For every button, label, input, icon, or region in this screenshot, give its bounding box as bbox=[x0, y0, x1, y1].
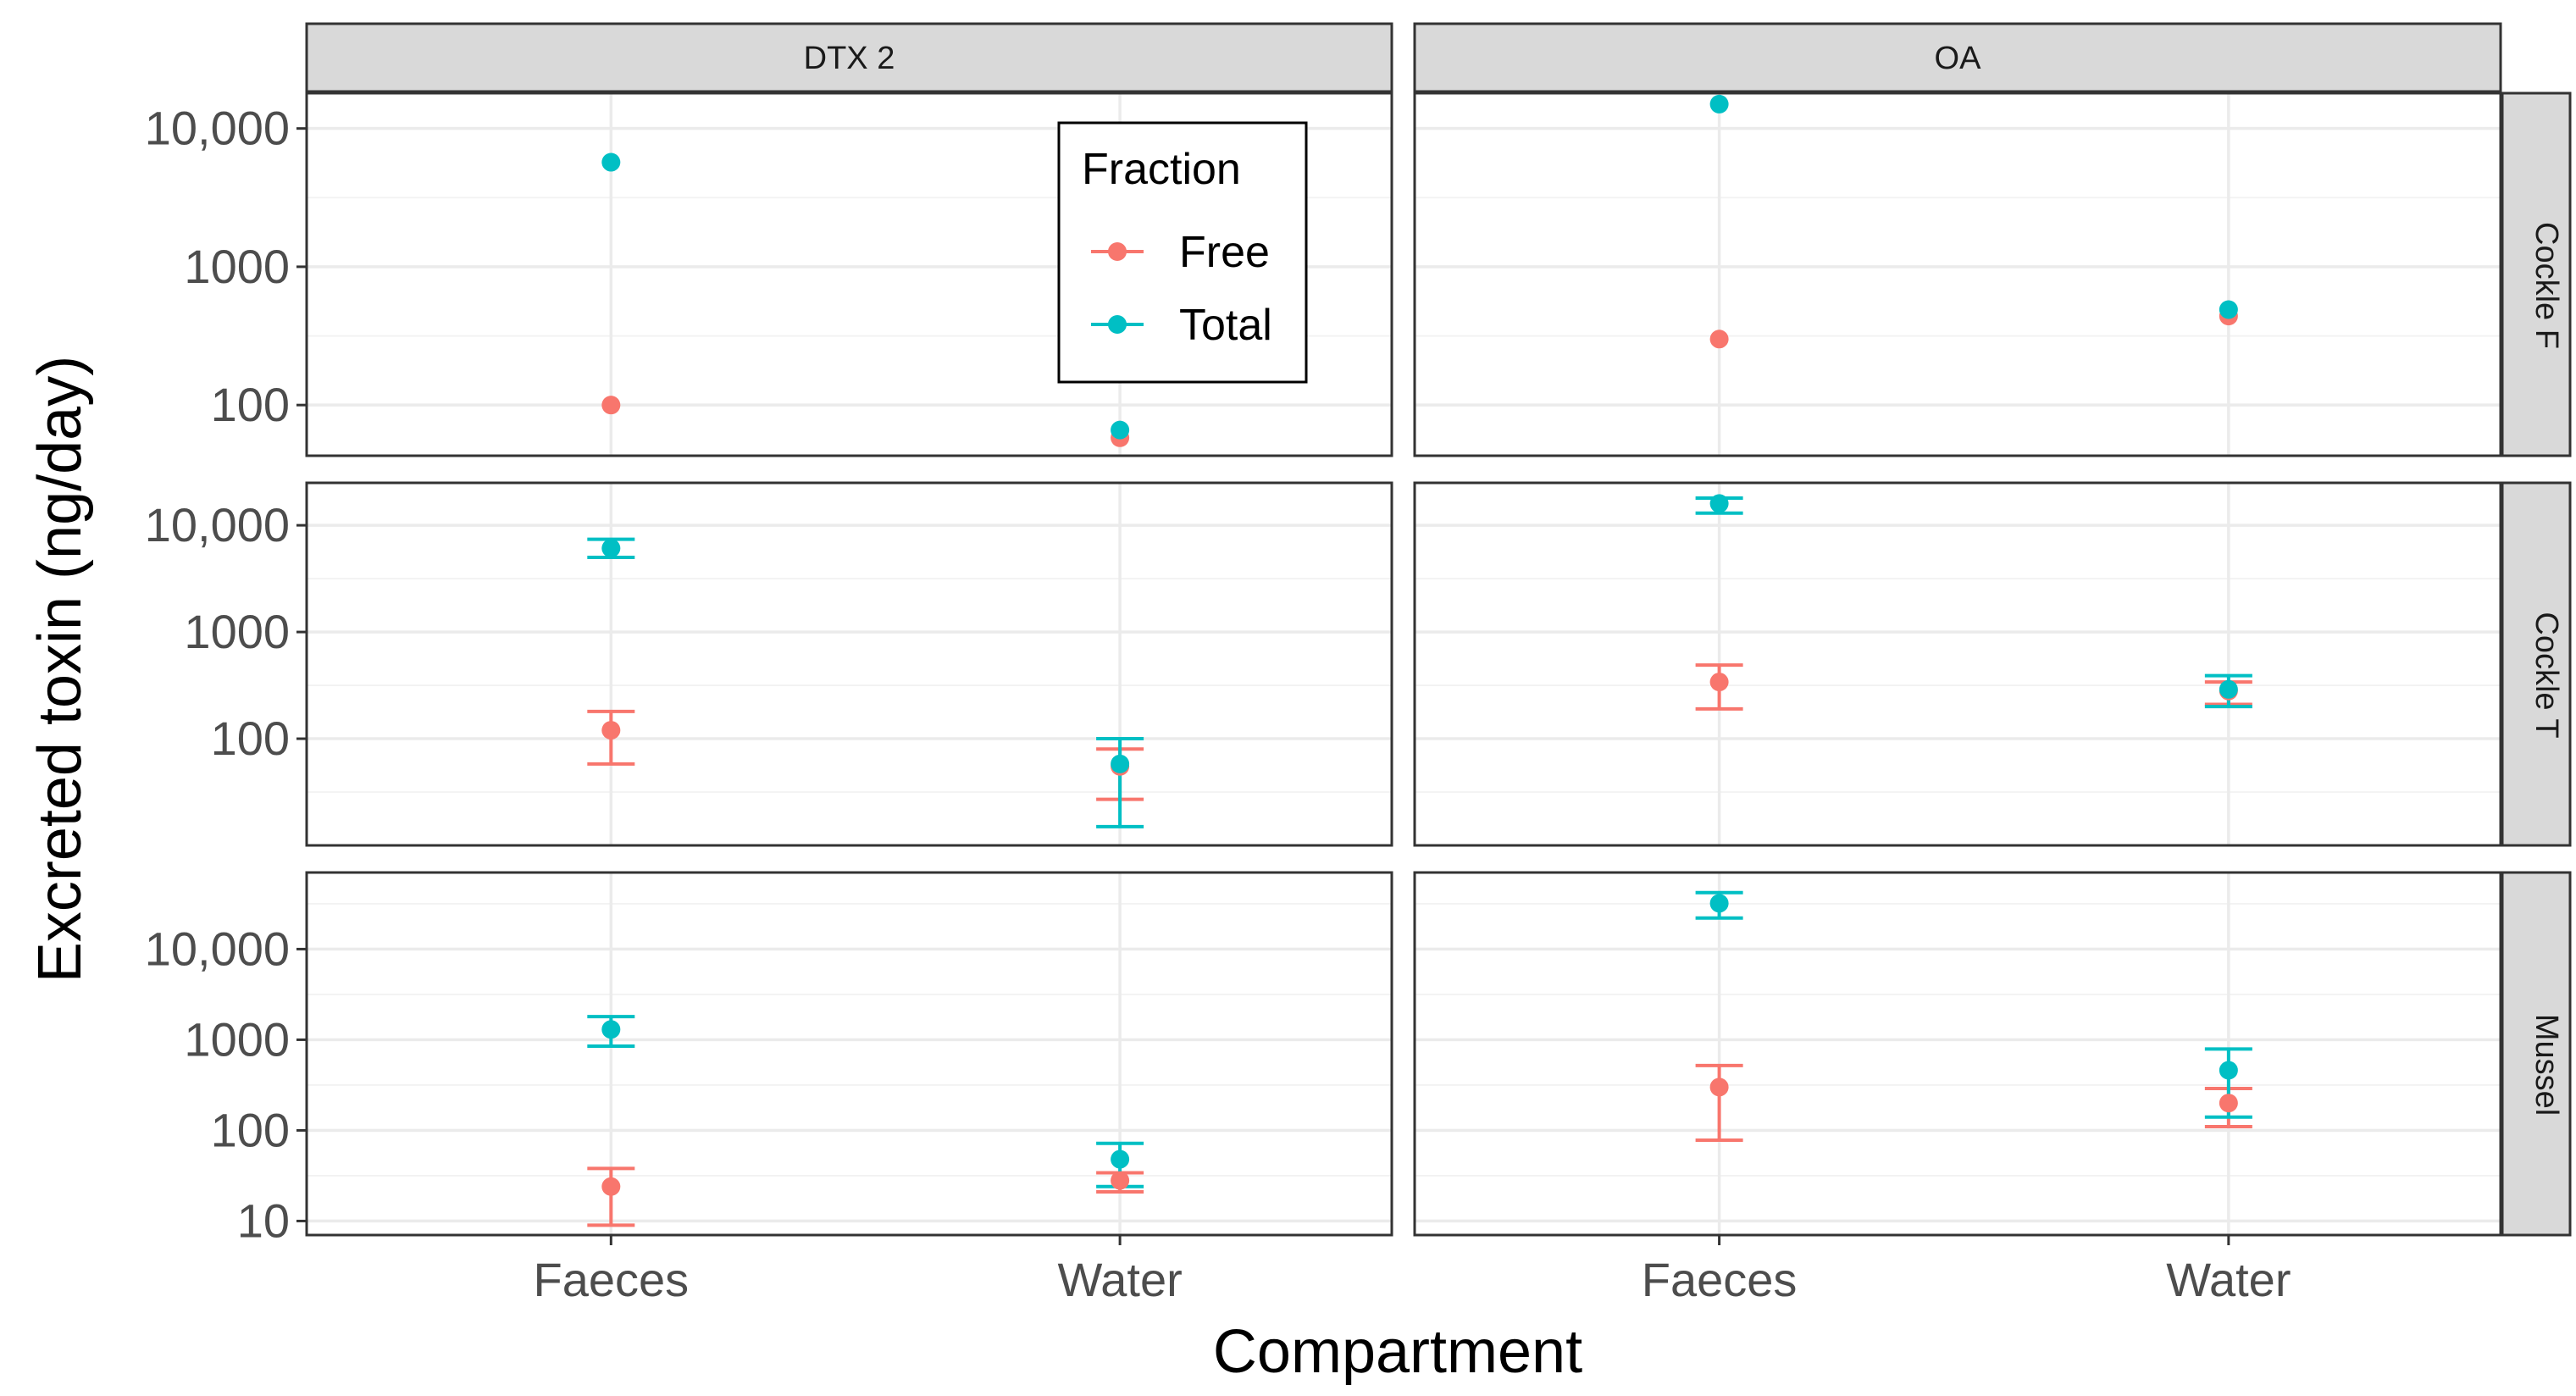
y-tick-label: 10 bbox=[237, 1194, 290, 1247]
y-tick-label: 100 bbox=[211, 1103, 290, 1156]
x-tick-label: Water bbox=[2166, 1253, 2291, 1306]
facet-strip-column bbox=[1413, 22, 2502, 93]
data-point-total bbox=[2219, 300, 2238, 319]
y-tick-label: 1000 bbox=[184, 1012, 290, 1066]
data-point-total bbox=[1709, 894, 1729, 913]
data-point-free bbox=[601, 721, 621, 740]
panel-background bbox=[307, 483, 1392, 845]
facet-strip-row bbox=[2501, 481, 2572, 847]
data-point-free bbox=[1709, 673, 1729, 692]
data-point-total bbox=[1709, 494, 1729, 513]
panel-border bbox=[1413, 91, 2502, 457]
data-point-free bbox=[1111, 1171, 1130, 1190]
legend: Fraction Free Total bbox=[1057, 121, 1308, 384]
y-axis-title: Excreted toxin (ng/day) bbox=[26, 356, 94, 983]
legend-title: Fraction bbox=[1082, 145, 1241, 194]
facet-strip-row-label: Cockle F bbox=[2529, 222, 2564, 349]
panel-border bbox=[305, 481, 1393, 847]
data-point-total bbox=[601, 1020, 621, 1039]
panel-background bbox=[1415, 93, 2501, 456]
y-tick-label: 1000 bbox=[184, 240, 290, 293]
facet-strip-row bbox=[2501, 91, 2572, 457]
data-point-free bbox=[601, 396, 621, 415]
panel-border bbox=[305, 871, 1393, 1237]
facet-strip-column bbox=[305, 22, 1393, 93]
y-tick-label: 10,000 bbox=[145, 102, 290, 155]
data-point-total bbox=[1709, 94, 1729, 114]
panel-background bbox=[1415, 872, 2501, 1235]
legend-label-free: Free bbox=[1179, 228, 1270, 277]
data-point-total bbox=[2219, 1061, 2238, 1080]
x-tick-label: Faeces bbox=[1642, 1253, 1798, 1306]
data-point-free bbox=[601, 1177, 621, 1196]
facet-strip-row-label: Cockle T bbox=[2529, 612, 2564, 738]
y-tick-label: 10,000 bbox=[145, 922, 290, 975]
x-axis-title: Compartment bbox=[1213, 1318, 1582, 1386]
data-point-free bbox=[1709, 1077, 1729, 1097]
panel-background bbox=[307, 872, 1392, 1235]
data-point-total bbox=[1111, 420, 1130, 440]
legend-label-total: Total bbox=[1179, 301, 1272, 350]
data-point-free bbox=[2219, 1094, 2238, 1113]
panel-border bbox=[1413, 871, 2502, 1237]
facet-strip-column-label: DTX 2 bbox=[804, 41, 895, 76]
facet-strip-row-label: Mussel bbox=[2529, 1014, 2564, 1116]
panel-border bbox=[305, 91, 1393, 457]
x-tick-label: Water bbox=[1057, 1253, 1182, 1306]
legend-key-point bbox=[1108, 315, 1127, 334]
x-tick-label: Faeces bbox=[534, 1253, 690, 1306]
data-point-total bbox=[1111, 754, 1130, 773]
y-tick-label: 100 bbox=[211, 378, 290, 431]
y-tick-label: 100 bbox=[211, 712, 290, 765]
legend-key-point bbox=[1108, 242, 1127, 261]
y-tick-label: 1000 bbox=[184, 605, 290, 658]
facet-strip-column-label: OA bbox=[1935, 41, 1982, 76]
data-point-total bbox=[1111, 1149, 1130, 1169]
y-tick-label: 10,000 bbox=[145, 498, 290, 551]
panel-border bbox=[1413, 481, 2502, 847]
data-point-free bbox=[1709, 330, 1729, 349]
data-point-total bbox=[601, 152, 621, 172]
data-point-total bbox=[2219, 679, 2238, 699]
facet-strip-row bbox=[2501, 871, 2572, 1237]
panel-background bbox=[1415, 483, 2501, 845]
data-point-total bbox=[601, 539, 621, 558]
